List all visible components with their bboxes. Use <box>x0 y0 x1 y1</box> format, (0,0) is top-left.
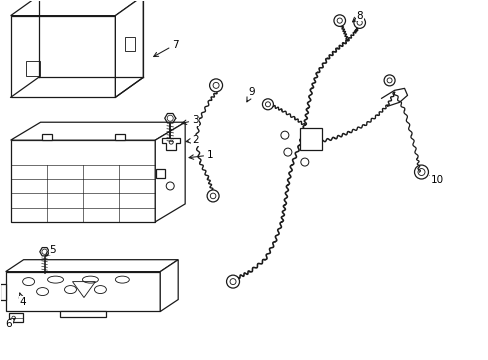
Text: 4: 4 <box>19 293 26 306</box>
Text: 3: 3 <box>182 115 198 125</box>
Circle shape <box>207 190 219 202</box>
Text: 7: 7 <box>153 40 178 57</box>
Circle shape <box>336 18 342 23</box>
Circle shape <box>414 165 427 179</box>
Circle shape <box>280 131 288 139</box>
Circle shape <box>284 148 291 156</box>
Bar <box>9 314 22 323</box>
Circle shape <box>265 102 270 107</box>
Polygon shape <box>155 122 185 222</box>
Circle shape <box>353 17 365 28</box>
Polygon shape <box>6 272 160 311</box>
Bar <box>42 134 52 140</box>
Circle shape <box>226 275 239 288</box>
Polygon shape <box>11 15 115 97</box>
Polygon shape <box>60 311 106 318</box>
Text: 5: 5 <box>45 245 56 256</box>
Circle shape <box>356 20 362 25</box>
Bar <box>299 128 321 150</box>
Text: 8: 8 <box>352 11 362 22</box>
Polygon shape <box>115 0 143 97</box>
Bar <box>26 60 40 76</box>
Polygon shape <box>11 122 185 140</box>
Circle shape <box>229 279 236 285</box>
Text: 10: 10 <box>429 175 443 185</box>
Circle shape <box>333 15 345 26</box>
Bar <box>115 134 124 140</box>
Circle shape <box>386 78 391 83</box>
Circle shape <box>210 193 215 199</box>
Text: 6: 6 <box>5 318 15 329</box>
Circle shape <box>262 99 273 110</box>
Text: 9: 9 <box>246 87 255 102</box>
Polygon shape <box>160 260 178 311</box>
Circle shape <box>209 79 222 92</box>
Circle shape <box>300 158 308 166</box>
Circle shape <box>213 82 219 88</box>
Circle shape <box>383 75 394 86</box>
Text: 1: 1 <box>189 150 213 160</box>
Bar <box>156 169 165 178</box>
Polygon shape <box>162 138 180 150</box>
Polygon shape <box>11 0 143 15</box>
Text: 2: 2 <box>186 135 198 145</box>
Polygon shape <box>11 140 155 222</box>
Polygon shape <box>6 260 178 272</box>
Polygon shape <box>0 284 6 300</box>
